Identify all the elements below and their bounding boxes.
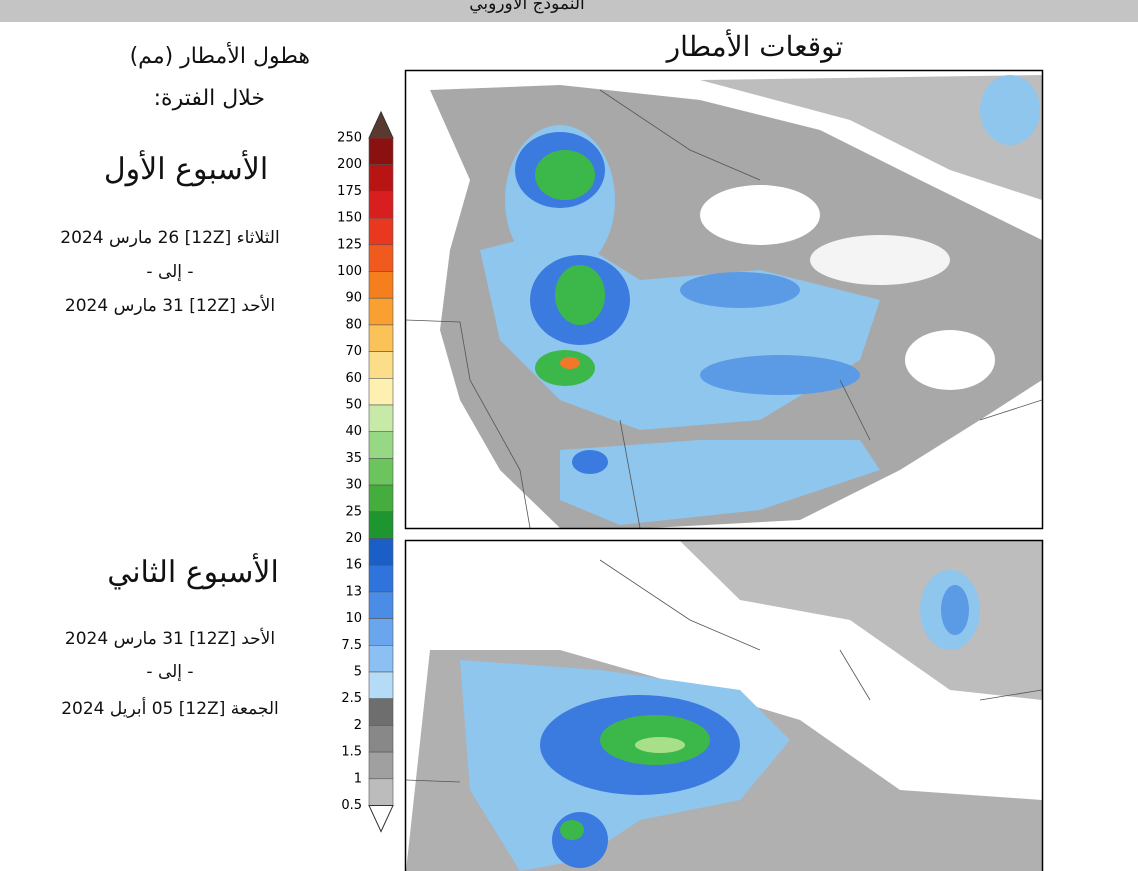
legend-period: خلال الفترة: — [153, 86, 265, 111]
colorbar-segment — [368, 351, 394, 379]
map-frame — [404, 69, 1044, 530]
week-label: الأسبوع الأول — [103, 152, 269, 187]
colorbar-segment — [368, 164, 394, 192]
colorbar-segment — [368, 725, 394, 753]
colorbar-segment — [368, 618, 394, 646]
map-week2 — [406, 541, 1042, 871]
colorbar-segment — [368, 191, 394, 219]
colorbar-tick-label: 10 — [345, 611, 362, 626]
colorbar-tick-label: 50 — [345, 398, 362, 413]
colorbar-segment — [368, 217, 394, 246]
colorbar-segment — [368, 591, 394, 619]
colorbar-cap — [368, 110, 394, 139]
week-to-word: - إلى - — [146, 662, 194, 682]
colorbar-segment — [368, 644, 394, 673]
colorbar-tick-label: 60 — [345, 371, 362, 386]
week-to: الجمعة [12Z] 05 أبريل 2024 — [61, 699, 279, 719]
colorbar-segment — [368, 297, 394, 326]
colorbar-segment — [368, 778, 394, 806]
week-to-word: - إلى - — [146, 262, 194, 282]
colorbar-tick-label: 250 — [337, 131, 362, 146]
map-frame — [404, 539, 1044, 871]
colorbar-tick-label: 200 — [337, 157, 362, 172]
colorbar-tick-label: 150 — [337, 211, 362, 226]
colorbar-tick-label: 70 — [345, 344, 362, 359]
colorbar-tick-label: 40 — [345, 424, 362, 439]
colorbar-tick-label: 1.5 — [341, 745, 362, 760]
colorbar-tick-label: 5 — [354, 665, 362, 680]
map-week1 — [406, 71, 1042, 528]
colorbar-tick-label: 16 — [345, 558, 362, 573]
colorbar-segment — [368, 324, 394, 352]
colorbar-tick-label: 25 — [345, 504, 362, 519]
colorbar-tick-label: 2.5 — [341, 691, 362, 706]
colorbar-tick-label: 80 — [345, 317, 362, 332]
header-bar: النموذج الأوروبي — [0, 0, 1138, 22]
colorbar-tick-label: 1 — [354, 771, 362, 786]
week-label: الأسبوع الثاني — [107, 555, 279, 590]
colorbar-tick-label: 125 — [337, 237, 362, 252]
colorbar-segment — [368, 377, 394, 406]
week-from: الثلاثاء [12Z] 26 مارس 2024 — [60, 228, 280, 248]
week-from: الأحد [12Z] 31 مارس 2024 — [64, 629, 276, 649]
colorbar-tick-label: 13 — [345, 584, 362, 599]
legend-title: هطول الأمطار (مم) — [129, 44, 310, 69]
colorbar-segment — [368, 137, 394, 166]
colorbar-segment — [368, 564, 394, 593]
colorbar-segment — [368, 404, 394, 433]
colorbar-segment — [368, 751, 394, 780]
colorbar-segment — [368, 431, 394, 459]
colorbar-tick-label: 7.5 — [341, 638, 362, 653]
week-to: الأحد [12Z] 31 مارس 2024 — [64, 296, 276, 316]
colorbar-tick-label: 100 — [337, 264, 362, 279]
colorbar-segment — [368, 271, 394, 299]
map-title: توقعات الأمطار — [666, 30, 844, 63]
colorbar-cap — [368, 805, 394, 833]
colorbar-tick-label: 30 — [345, 478, 362, 493]
header-title: النموذج الأوروبي — [469, 0, 585, 14]
colorbar-segment — [368, 458, 394, 486]
colorbar-tick-label: 175 — [337, 184, 362, 199]
colorbar-segment — [368, 484, 394, 513]
colorbar-tick-label: 0.5 — [341, 798, 362, 813]
colorbar-tick-label: 2 — [354, 718, 362, 733]
colorbar-tick-label: 20 — [345, 531, 362, 546]
colorbar-tick-label: 35 — [345, 451, 362, 466]
colorbar-segment — [368, 698, 394, 726]
colorbar-tick-label: 90 — [345, 291, 362, 306]
colorbar-segment — [368, 244, 394, 272]
colorbar-segment — [368, 671, 394, 700]
colorbar-segment — [368, 511, 394, 539]
colorbar-segment — [368, 538, 394, 566]
